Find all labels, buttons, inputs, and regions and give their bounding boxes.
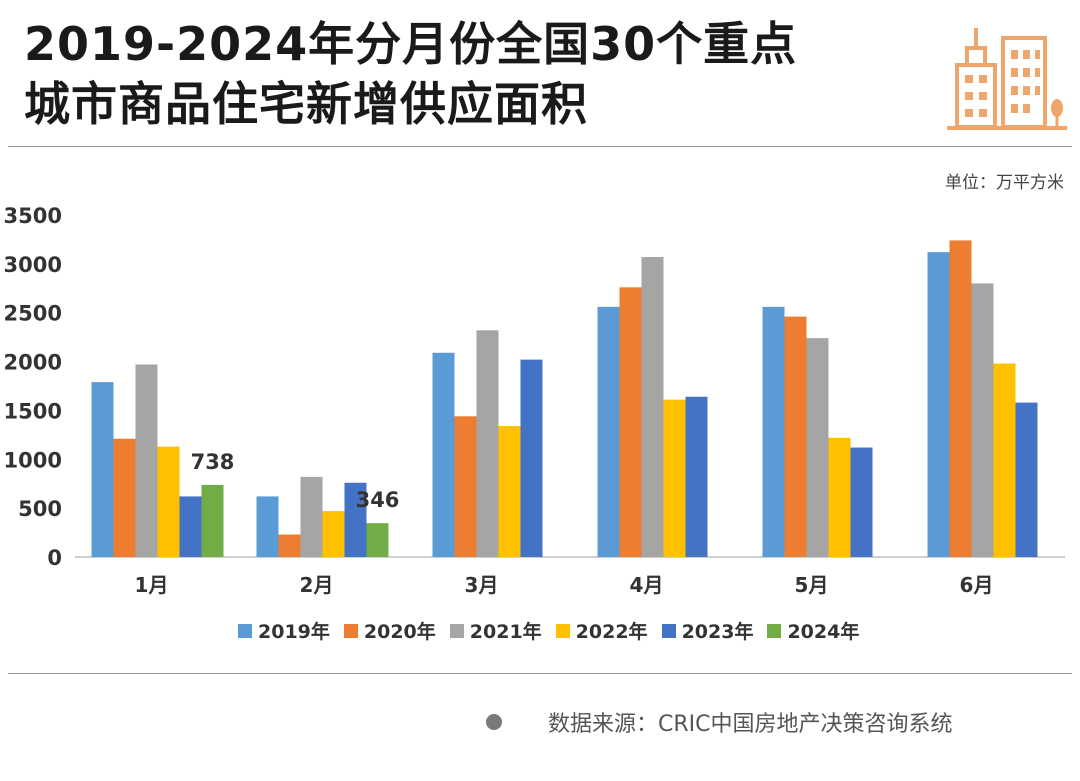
legend-swatch (555, 623, 570, 638)
y-tick-label: 2000 (4, 351, 62, 375)
bar-2023年-4月 (685, 396, 708, 557)
bar-2021年-4月 (641, 257, 664, 557)
x-tick-label: 2月 (300, 573, 334, 597)
bar-2022年-1月 (157, 446, 180, 557)
bullet-dot-icon (486, 714, 502, 730)
legend-item: 2023年 (661, 617, 754, 644)
bar-2020年-1月 (113, 438, 136, 557)
legend-item: 2022年 (555, 617, 648, 644)
legend-label: 2023年 (681, 621, 754, 643)
bar-2023年-5月 (850, 447, 873, 557)
y-tick-label: 3500 (4, 204, 62, 228)
bar-2021年-2月 (300, 476, 323, 557)
bar-2023年-2月 (344, 482, 367, 557)
data-label: 738 (191, 450, 235, 474)
bar-2021年-5月 (806, 338, 829, 557)
legend-item: 2024年 (767, 617, 859, 644)
bar-2021年-1月 (135, 364, 158, 557)
legend-label: 2024年 (787, 621, 860, 643)
bar-2020年-2月 (278, 534, 301, 557)
title-line-1: 2019-2024年分月份全国30个重点 (24, 17, 798, 71)
x-tick-label: 3月 (465, 573, 499, 597)
bar-2024年-1月 (201, 484, 224, 557)
legend-item: 2019年 (238, 617, 330, 644)
bar-2024年-2月 (366, 523, 389, 557)
bar-2020年-6月 (949, 240, 972, 558)
chart-legend: 2019年 2020年 2021年 2022年 2023年 2024年 (238, 617, 859, 644)
y-tick-label: 2500 (4, 302, 62, 326)
legend-swatch (661, 623, 676, 638)
data-label: 346 (356, 488, 400, 512)
bar-2021年-3月 (476, 330, 499, 557)
legend-label: 2022年 (575, 621, 648, 643)
bar-2019年-5月 (762, 306, 785, 557)
y-tick-label: 3000 (4, 253, 62, 277)
x-tick-label: 1月 (135, 573, 169, 597)
source-text: 数据来源：CRIC中国房地产决策咨询系统 (548, 712, 953, 737)
bar-2020年-5月 (784, 316, 807, 557)
y-tick-label: 0 (47, 546, 62, 570)
legend-swatch (449, 623, 464, 638)
unit-label: 单位：万平方米 (945, 173, 1064, 193)
legend-item: 2021年 (449, 617, 542, 644)
x-tick-label: 6月 (960, 573, 994, 597)
footer-divider (8, 673, 1072, 674)
city-buildings-icon (947, 28, 1067, 130)
bar-2022年-2月 (322, 511, 345, 557)
bar-2022年-5月 (828, 437, 851, 557)
legend-swatch (767, 623, 782, 638)
bar-2021年-6月 (971, 283, 994, 557)
header-divider (8, 146, 1072, 147)
x-tick-label: 4月 (630, 573, 664, 597)
bar-2019年-4月 (597, 306, 620, 557)
y-tick-label: 1500 (4, 399, 62, 423)
y-tick-label: 1000 (4, 448, 62, 472)
bar-2023年-3月 (520, 359, 543, 557)
bar-2019年-1月 (91, 382, 114, 557)
legend-label: 2021年 (469, 621, 542, 643)
bar-2019年-3月 (432, 352, 455, 557)
legend-label: 2019年 (258, 621, 330, 643)
legend-swatch (238, 623, 252, 638)
legend-label: 2020年 (363, 621, 436, 643)
bar-2019年-6月 (927, 252, 950, 557)
bar-2020年-4月 (619, 287, 642, 557)
x-tick-label: 5月 (795, 573, 829, 597)
title-line-2: 城市商品住宅新增供应面积 (24, 77, 588, 131)
legend-item: 2020年 (343, 617, 436, 644)
source-note: 数据来源：CRIC中国房地产决策咨询系统 (486, 706, 953, 738)
bar-2023年-6月 (1015, 402, 1038, 557)
chart-title: 2019-2024年分月份全国30个重点 城市商品住宅新增供应面积 (24, 14, 924, 134)
bar-2023年-1月 (179, 496, 202, 557)
y-tick-label: 500 (18, 497, 62, 521)
bar-chart: 0 500 1000 1500 2000 2500 3000 3500 738 1月 346 2月 3月… (4, 204, 1065, 597)
bar-2019年-2月 (256, 496, 279, 557)
legend-swatch (343, 623, 358, 638)
bar-2022年-3月 (498, 426, 521, 557)
bar-2020年-3月 (454, 416, 477, 557)
bar-2022年-6月 (993, 363, 1016, 557)
bar-2022年-4月 (663, 399, 686, 557)
